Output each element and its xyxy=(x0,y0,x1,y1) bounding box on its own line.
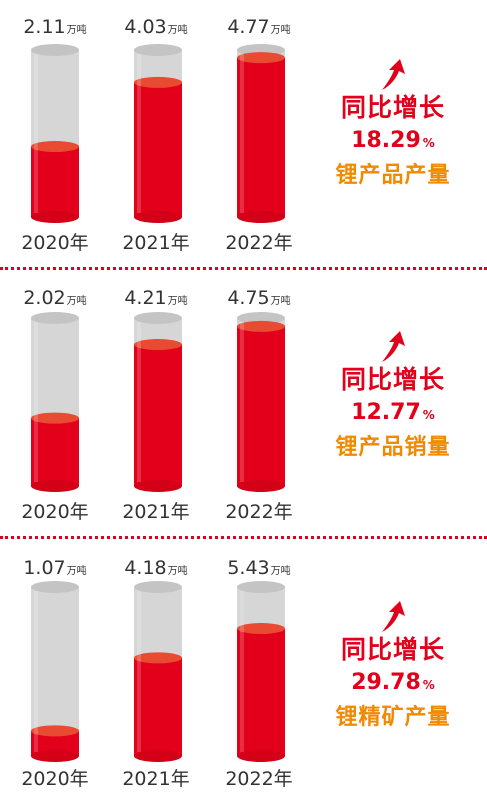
tube-top xyxy=(31,312,79,324)
tube-highlight xyxy=(137,591,141,752)
year-label-2021: 2021年 xyxy=(122,768,190,790)
bar-2022年 xyxy=(237,57,285,217)
bar-2021年 xyxy=(134,82,182,217)
year-label-2022: 2022年 xyxy=(225,232,293,254)
bar-top xyxy=(237,623,285,635)
year-label-2020: 2020年 xyxy=(21,768,89,790)
bar-top xyxy=(237,320,285,332)
bar-2020年 xyxy=(31,418,79,486)
growth-title: 同比增长 xyxy=(340,635,445,664)
growth-summary: 同比增长 29.78% 锂精矿产量 xyxy=(318,600,468,734)
bar-top xyxy=(134,652,182,664)
value-label-2020: 1.07万吨 xyxy=(23,557,87,579)
bar-top xyxy=(31,141,79,153)
tube-top xyxy=(134,44,182,56)
bar-top xyxy=(134,76,182,88)
bar-top xyxy=(31,412,79,424)
tube-top xyxy=(134,312,182,324)
tube-top xyxy=(31,44,79,56)
tube-top xyxy=(237,581,285,593)
up-arrow-icon xyxy=(382,59,405,90)
value-label-2021: 4.18万吨 xyxy=(124,557,188,579)
value-label-2021: 4.03万吨 xyxy=(124,16,188,38)
growth-subject: 锂产品销量 xyxy=(335,435,451,460)
cylinder-chart xyxy=(31,44,285,223)
year-label-2021: 2021年 xyxy=(122,501,190,523)
growth-rate: 12.77% xyxy=(351,400,435,425)
bar-2021年 xyxy=(134,344,182,486)
tube-highlight xyxy=(34,54,38,213)
year-label-2020: 2020年 xyxy=(21,232,89,254)
tube-highlight xyxy=(34,591,38,752)
up-arrow-icon xyxy=(382,601,405,632)
tube-highlight xyxy=(240,591,244,752)
bar-bottom xyxy=(134,211,182,223)
divider-2 xyxy=(0,536,487,539)
bar-bottom xyxy=(237,480,285,492)
growth-summary: 同比增长 12.77% 锂产品销量 xyxy=(318,330,468,464)
value-label-2022: 4.75万吨 xyxy=(227,287,291,309)
bar-top xyxy=(31,725,79,737)
bar-2022年 xyxy=(237,628,285,756)
year-label-2022: 2022年 xyxy=(225,768,293,790)
growth-rate: 29.78% xyxy=(351,670,435,695)
growth-summary: 同比增长 18.29% 锂产品产量 xyxy=(318,58,468,192)
growth-subject: 锂精矿产量 xyxy=(335,705,451,730)
bar-top xyxy=(237,52,285,64)
tube-top xyxy=(237,312,285,324)
tube-highlight xyxy=(34,322,38,482)
year-label-2022: 2022年 xyxy=(225,501,293,523)
bar-bottom xyxy=(31,211,79,223)
growth-subject: 锂产品产量 xyxy=(335,163,451,188)
bar-2021年 xyxy=(134,657,182,756)
panel-lithium-sales: 2.02万吨 4.21万吨 4.75万吨 2020年 2021年 2022年 同… xyxy=(0,270,487,536)
value-label-2022: 4.77万吨 xyxy=(227,16,291,38)
bar-2022年 xyxy=(237,326,285,486)
value-label-2020: 2.11万吨 xyxy=(23,16,87,38)
bar-top xyxy=(134,339,182,351)
bar-bottom xyxy=(134,750,182,762)
bar-2020年 xyxy=(31,146,79,217)
year-label-2020: 2020年 xyxy=(21,501,89,523)
tube-top xyxy=(134,581,182,593)
divider-1 xyxy=(0,267,487,270)
cylinder-chart xyxy=(31,312,285,492)
tube-highlight xyxy=(240,322,244,482)
up-arrow-icon xyxy=(382,331,405,362)
value-label-2021: 4.21万吨 xyxy=(124,287,188,309)
value-label-2022: 5.43万吨 xyxy=(227,557,291,579)
panel-lithium-output: 2.11万吨 4.03万吨 4.77万吨 2020年 2021年 2022年 同… xyxy=(0,0,487,266)
bar-bottom xyxy=(134,480,182,492)
tube-highlight xyxy=(137,322,141,482)
tube-top xyxy=(31,581,79,593)
growth-title: 同比增长 xyxy=(340,365,445,394)
value-label-2020: 2.02万吨 xyxy=(23,287,87,309)
growth-title: 同比增长 xyxy=(340,93,445,122)
bar-bottom xyxy=(31,480,79,492)
bar-bottom xyxy=(237,211,285,223)
bar-bottom xyxy=(31,750,79,762)
bar-bottom xyxy=(237,750,285,762)
growth-rate: 18.29% xyxy=(351,128,435,153)
tube-highlight xyxy=(240,54,244,213)
year-label-2021: 2021年 xyxy=(122,232,190,254)
cylinder-chart xyxy=(31,581,285,762)
tube-highlight xyxy=(137,54,141,213)
panel-spodumene-output: 1.07万吨 4.18万吨 5.43万吨 2020年 2021年 2022年 同… xyxy=(0,540,487,806)
